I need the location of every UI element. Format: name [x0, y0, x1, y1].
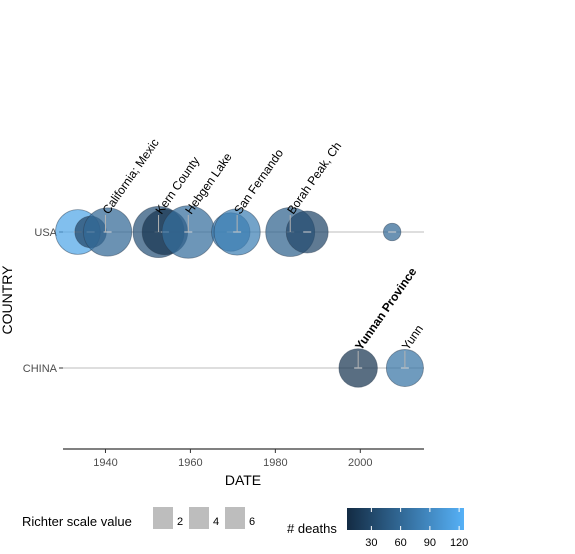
x-tick-label: 1960 — [178, 457, 202, 469]
legend-richter-key — [153, 507, 173, 529]
annotation-label: Borah Peak, Ch — [284, 139, 344, 216]
legend-richter-label: 2 — [177, 516, 183, 528]
y-axis-ticks: USA CHINA — [23, 227, 63, 375]
legend-richter-items: 2 4 6 — [153, 507, 255, 529]
legend-richter-label: 6 — [249, 516, 255, 528]
legend-richter-title: Richter scale value — [22, 514, 132, 529]
annotation-label: California; Mexic — [99, 136, 161, 217]
legend-richter: Richter scale value 2 4 6 — [22, 507, 255, 529]
y-tick-label: USA — [34, 227, 57, 239]
legend-deaths-label: 30 — [365, 537, 377, 549]
legend-deaths-label: 90 — [424, 537, 436, 549]
y-axis-title: COUNTRY — [0, 265, 15, 335]
data-points — [55, 205, 424, 388]
legend-richter-key — [189, 507, 209, 529]
legend-deaths-label: 60 — [395, 537, 407, 549]
legend-deaths: # deaths 30 60 90 120 — [287, 508, 468, 549]
x-axis-title: DATE — [225, 472, 261, 488]
legend-deaths-label: 120 — [450, 537, 468, 549]
legend-deaths-title: # deaths — [287, 521, 337, 536]
x-tick-label: 2000 — [348, 457, 372, 469]
plot-area: USA CHINA 1940 1960 1980 2000 California; Me… — [23, 136, 426, 469]
y-tick-label: CHINA — [23, 363, 58, 375]
annotation-label: San Fernando — [231, 146, 286, 217]
legend-richter-label: 4 — [213, 516, 219, 528]
legend-richter-key — [225, 507, 245, 529]
legend-deaths-colorbar — [347, 508, 464, 530]
x-axis-ticks: 1940 1960 1980 2000 — [93, 449, 373, 469]
x-tick-label: 1980 — [263, 457, 287, 469]
annotation-label: Yunn — [399, 322, 426, 352]
x-tick-label: 1940 — [93, 457, 117, 469]
legend-deaths-ticks: 30 60 90 120 — [365, 508, 468, 549]
